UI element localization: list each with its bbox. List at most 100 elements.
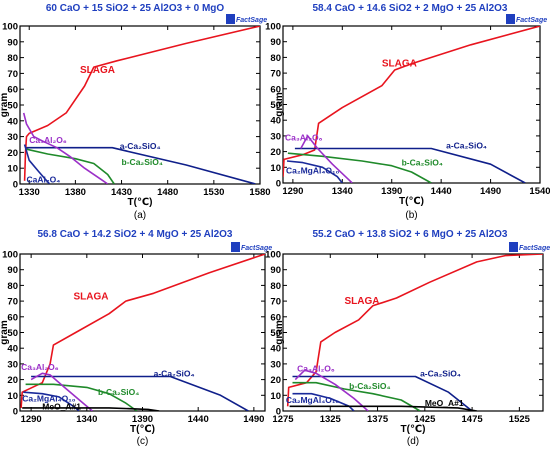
- x-tick-label: 1275: [272, 414, 294, 425]
- x-tick-label: 1430: [111, 187, 132, 198]
- logo-text: FactSage: [516, 17, 547, 24]
- y-tick-label: 80: [270, 53, 281, 64]
- logo-text: FactSage: [236, 17, 267, 24]
- series-label-a_c2s: a-Ca₂SiO₄: [154, 368, 195, 378]
- x-tick-label: 1530: [203, 187, 224, 198]
- series-label-a_c2s: a-Ca₂SiO₄: [446, 140, 487, 150]
- y-tick-label: 30: [270, 359, 281, 370]
- series-label-c3a: Ca₃Al₂O₆: [285, 132, 323, 142]
- chart-title: 58.4 CaO + 14.6 SiO2 + 2 MgO + 25 Al2O3: [312, 3, 507, 14]
- series-label-slag: SLAGA: [80, 65, 115, 76]
- y-axis-label: gram: [274, 320, 285, 345]
- x-axis-label: T(℃): [399, 196, 424, 207]
- y-tick-label: 10: [270, 163, 281, 174]
- x-tick-label: 1475: [462, 414, 484, 425]
- chart-panel-4: 55.2 CaO + 13.8 SiO2 + 6 MgO + 25 Al2O3 F…: [265, 229, 550, 447]
- logo-text: FactSage: [241, 245, 272, 252]
- x-tick-label: 1480: [157, 187, 178, 198]
- y-tick-label: 70: [270, 69, 281, 80]
- series-line-c3a: [300, 135, 353, 183]
- x-tick-label: 1525: [509, 414, 531, 425]
- y-tick-label: 30: [7, 359, 18, 370]
- series-line-a_c2s: [31, 375, 249, 411]
- x-tick-label: 1425: [414, 414, 436, 425]
- series-label-slag: SLAGA: [344, 296, 379, 307]
- series-label-meo: MeO_A#1: [425, 398, 464, 408]
- y-tick-label: 10: [7, 391, 18, 402]
- series-line-b_c2s: [25, 383, 138, 411]
- series-line-b_c2s: [292, 381, 421, 411]
- panel-label: (a): [134, 210, 146, 221]
- y-axis-label: gram: [0, 320, 10, 345]
- series-label-spinel: CaAl₂O₄: [26, 174, 60, 184]
- series-line-slag: [283, 26, 540, 177]
- factsage-logo: FactSage: [231, 242, 272, 252]
- chart-title: 60 CaO + 15 SiO2 + 25 Al2O3 + 0 MgO: [46, 3, 225, 14]
- series-line-b_c2s: [26, 148, 115, 184]
- x-tick-label: 1380: [65, 187, 86, 198]
- panel-label: (d): [407, 436, 419, 447]
- x-tick-label: 1540: [529, 186, 550, 197]
- y-tick-label: 0: [13, 180, 18, 191]
- series-line-a_c2s: [292, 375, 473, 411]
- series-label-b_c2s: b-Ca₂SiO₄: [349, 381, 390, 391]
- y-tick-label: 70: [7, 297, 18, 308]
- y-tick-label: 10: [7, 164, 18, 175]
- series-line-a_c2s: [26, 146, 256, 184]
- x-tick-label: 1375: [367, 414, 389, 425]
- series-label-b_c2s: b-Ca₂SiO₄: [122, 157, 163, 167]
- plot-frame: [19, 253, 266, 412]
- series-line-c3a: [30, 372, 93, 411]
- y-tick-label: 90: [270, 265, 281, 276]
- y-tick-label: 60: [270, 84, 281, 95]
- y-axis-label: gram: [0, 93, 10, 118]
- y-tick-label: 80: [270, 281, 281, 292]
- x-tick-label: 1490: [243, 414, 264, 425]
- series-label-a_c2s: a-Ca₂SiO₄: [120, 141, 161, 151]
- factsage-logo: FactSage: [226, 14, 267, 24]
- series-label-slag: SLAGA: [73, 291, 108, 302]
- series-label-spinel: Ca₂MgAl₄O₁₀: [22, 393, 76, 403]
- x-tick-label: 1440: [188, 414, 209, 425]
- y-tick-label: 50: [7, 101, 18, 112]
- y-tick-label: 50: [270, 100, 281, 111]
- y-tick-label: 60: [7, 312, 18, 323]
- y-tick-label: 80: [7, 281, 18, 292]
- y-tick-label: 80: [7, 53, 18, 64]
- series-line-c3a: [22, 112, 109, 184]
- chart-panel-1: 60 CaO + 15 SiO2 + 25 Al2O3 + 0 MgO FactS…: [0, 3, 271, 221]
- panel-label: (c): [137, 436, 149, 447]
- y-tick-label: 90: [7, 265, 18, 276]
- series-line-b_c2s: [287, 152, 432, 183]
- y-tick-label: 20: [270, 375, 281, 386]
- series-label-a_c2s: a-Ca₂SiO₄: [420, 368, 461, 378]
- logo-text: FactSage: [519, 245, 550, 252]
- x-tick-label: 1390: [132, 414, 153, 425]
- y-tick-label: 50: [270, 328, 281, 339]
- series-label-c3a: Ca₃Al₂O₆: [297, 364, 335, 374]
- y-tick-label: 70: [270, 297, 281, 308]
- x-tick-label: 1340: [76, 414, 97, 425]
- chart-title: 55.2 CaO + 13.8 SiO2 + 6 MgO + 25 Al2O3: [312, 229, 507, 240]
- x-tick-label: 1340: [332, 186, 353, 197]
- series-label-c3a: Ca₃Al₂O₆: [21, 362, 59, 372]
- y-tick-label: 50: [7, 328, 18, 339]
- x-axis-label: T(℃): [128, 197, 153, 208]
- chart-panel-3: 56.8 CaO + 14.2 SiO2 + 4 MgO + 25 Al2O3 F…: [0, 229, 272, 447]
- y-tick-label: 90: [270, 37, 281, 48]
- series-line-spinel: [286, 160, 343, 183]
- y-tick-label: 100: [265, 22, 281, 33]
- y-tick-label: 40: [7, 116, 18, 127]
- y-tick-label: 0: [13, 407, 18, 418]
- chart-title: 56.8 CaO + 14.2 SiO2 + 4 MgO + 25 Al2O3: [37, 229, 232, 240]
- series-label-spinel: Ca₂MgAl₄O₁₀: [286, 165, 340, 175]
- chart-panel-2: 58.4 CaO + 14.6 SiO2 + 2 MgO + 25 Al2O3 F…: [265, 3, 550, 221]
- x-tick-label: 1440: [431, 186, 452, 197]
- series-line-c3a: [294, 369, 369, 411]
- y-tick-label: 0: [276, 179, 281, 190]
- series-line-meo: [289, 405, 477, 411]
- y-tick-label: 60: [7, 85, 18, 96]
- x-tick-label: 1490: [480, 186, 501, 197]
- x-axis-label: T(℃): [401, 424, 426, 435]
- series-label-meo: MeO_A#1: [42, 401, 81, 411]
